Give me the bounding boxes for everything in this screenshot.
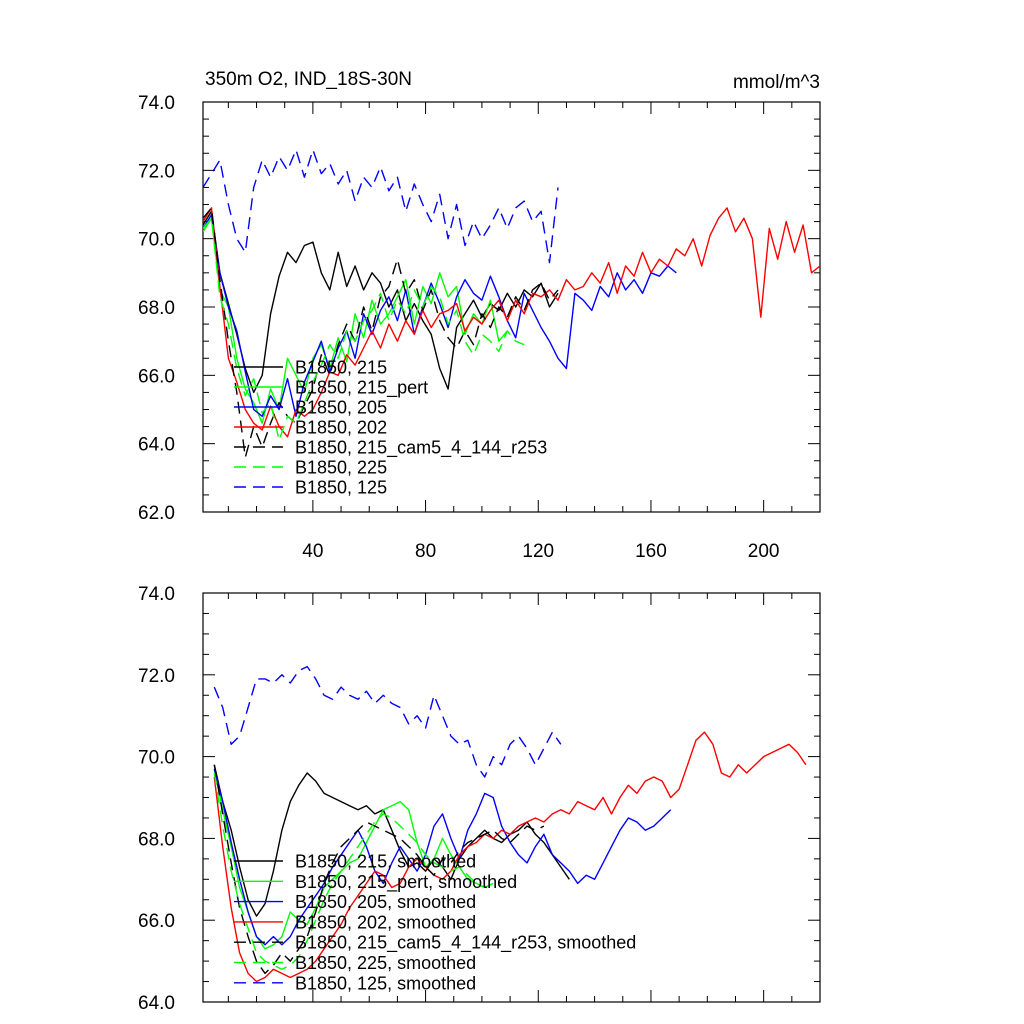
y-tick-label: 66.0 [138, 911, 175, 932]
x-tick-label: 120 [522, 541, 554, 562]
series-line-3 [213, 768, 672, 946]
y-tick-label: 70.0 [138, 230, 175, 251]
y-tick-label: 68.0 [138, 829, 175, 850]
series-line-7 [203, 149, 559, 264]
legend-label: B1850, 215 [295, 358, 387, 378]
legend-label: B1850, 215, smoothed [295, 852, 476, 872]
legend-label: B1850, 202 [295, 418, 387, 438]
series-group [203, 149, 820, 458]
y-tick-label: 72.0 [138, 161, 175, 182]
chart-title: 350m O2, IND_18S-30N [205, 69, 412, 90]
y-tick-label: 62.0 [138, 503, 175, 524]
y-tick-label: 74.0 [138, 93, 175, 114]
y-tick-label: 70.0 [138, 748, 175, 769]
series-line-1 [203, 210, 559, 394]
legend-label: B1850, 225 [295, 458, 387, 478]
x-tick-label: 40 [302, 541, 323, 562]
series-line-6 [213, 772, 494, 970]
legend-label: B1850, 205, smoothed [295, 892, 476, 912]
x-tick-label: 160 [635, 541, 667, 562]
legend-label: B1850, 225, smoothed [295, 953, 476, 973]
plot-panel-1: 62.0 64.0 66.0 68.0 70.0 72.0 74.0 40 80 120 160 20… [138, 69, 821, 562]
series-line-6 [203, 217, 525, 441]
series-group [213, 665, 807, 983]
x-tick-label: 200 [748, 541, 780, 562]
legend-label: B1850, 125 [295, 478, 387, 498]
series-line-3 [203, 213, 677, 417]
legend-label: B1850, 215_pert [295, 378, 428, 399]
y-tick-label: 74.0 [138, 584, 175, 605]
legend-label: B1850, 125, smoothed [295, 973, 476, 993]
legend-label: B1850, 202, smoothed [295, 912, 476, 932]
series-line-5 [213, 764, 545, 975]
y-tick-label: 64.0 [138, 435, 175, 456]
series-line-7 [213, 665, 562, 778]
y-tick-label: 64.0 [138, 993, 175, 1014]
legend-label: B1850, 205 [295, 398, 387, 418]
plot-panel-2: 64.0 66.0 68.0 70.0 72.0 74.0 B1850, 215, smoo… [138, 584, 821, 1014]
series-line-2 [203, 217, 508, 424]
series-line-4 [213, 731, 807, 983]
legend-label: B1850, 215_cam5_4_144_r253 [295, 438, 547, 459]
legend-label: B1850, 215_pert, smoothed [295, 872, 517, 893]
series-line-5 [203, 207, 559, 458]
series-line-4 [203, 207, 820, 438]
y-tick-label: 68.0 [138, 298, 175, 319]
legend-label: B1850, 215_cam5_4_144_r253, smoothed [295, 933, 636, 954]
y-tick-label: 66.0 [138, 366, 175, 387]
units-label: mmol/m^3 [733, 72, 820, 93]
y-tick-label: 72.0 [138, 666, 175, 687]
x-tick-label: 80 [415, 541, 436, 562]
